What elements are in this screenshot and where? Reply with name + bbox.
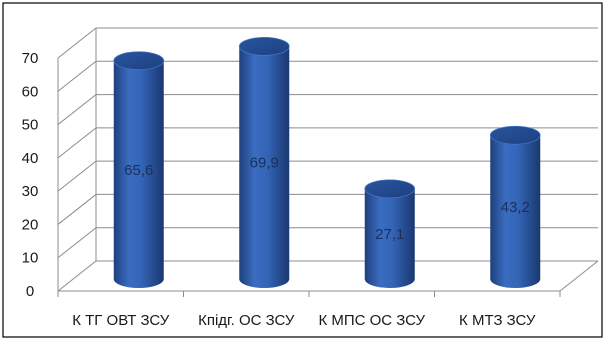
floor-right-edge: [559, 260, 599, 292]
x-axis-labels: К ТГ ОВТ ЗСУ Кпідг. ОС ЗСУ К МПС ОС ЗСУ К М…: [72, 312, 536, 329]
plot-walls: [96, 28, 598, 261]
data-label: 69,9: [250, 155, 279, 172]
y-tick-label: 0: [26, 283, 34, 300]
back-wall: [96, 28, 598, 261]
bar: 69,9: [238, 37, 290, 289]
bar-body: [113, 60, 164, 288]
y-tick-label: 70: [22, 50, 39, 67]
bar-body: [239, 46, 290, 289]
bar-top: [113, 51, 165, 70]
bar-top: [489, 125, 541, 145]
category-label: К ТГ ОВТ ЗСУ: [72, 312, 170, 329]
category-label: К МПС ОС ЗСУ: [318, 312, 425, 329]
bar: 43,2: [489, 125, 541, 288]
bar: 65,6: [113, 51, 165, 288]
y-axis-ticks: 0 10 20 30 40 50 60 70: [22, 50, 39, 300]
bar-body: [490, 135, 541, 288]
data-label: 27,1: [375, 226, 404, 243]
data-label: 65,6: [124, 162, 153, 179]
y-tick-label: 20: [22, 216, 39, 233]
y-tick-label: 50: [22, 117, 39, 134]
y-tick-label: 30: [22, 183, 39, 200]
bars: 65,6 69,9 27,1 43,2: [113, 37, 541, 289]
y-tick-label: 10: [22, 250, 39, 267]
gridlines: [57, 27, 599, 297]
y-tick-label: 40: [22, 150, 39, 167]
bar-top: [364, 179, 416, 199]
bar-top: [238, 37, 290, 56]
bar: 27,1: [364, 179, 416, 288]
chart-frame: [2, 2, 603, 338]
bar-body: [364, 188, 415, 288]
category-label: Кпідг. ОС ЗСУ: [198, 312, 295, 329]
y-tick-label: 60: [22, 83, 39, 100]
data-label: 43,2: [501, 199, 530, 216]
category-label: К МТЗ ЗСУ: [459, 312, 536, 329]
